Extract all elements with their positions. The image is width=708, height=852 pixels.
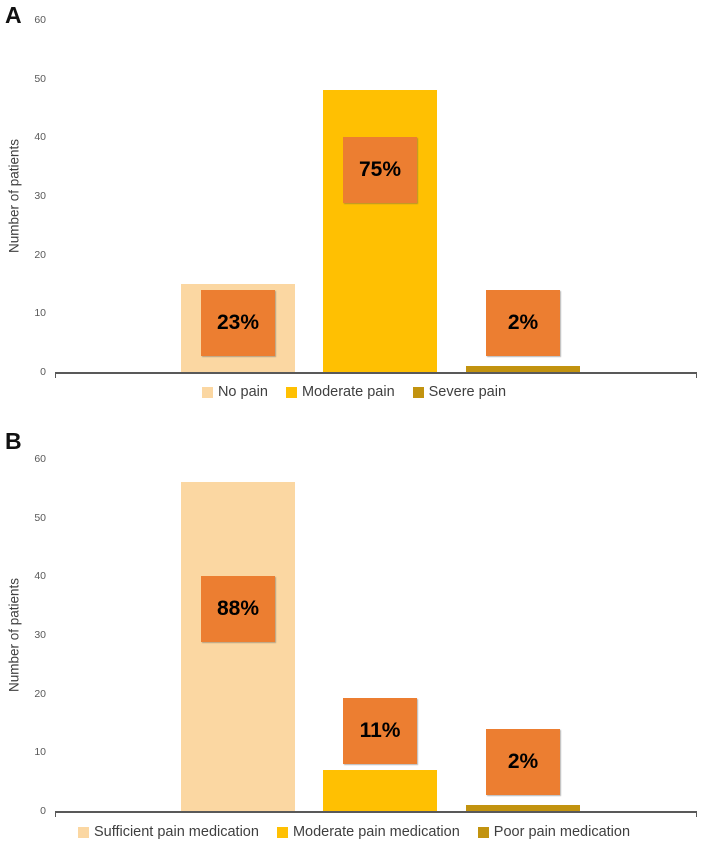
x-axis-line (55, 811, 697, 817)
y-tick-label-10: 10 (34, 746, 46, 759)
bar-moderate-pain (323, 90, 437, 372)
legend-item-moderate-pain: Moderate pain (285, 384, 395, 400)
legend-label-severe-pain: Severe pain (428, 384, 507, 400)
percent-label-moderate-pain-medication: 11% (343, 698, 417, 765)
legend-swatch-severe-pain (412, 386, 424, 398)
percent-label-severe-pain: 2% (486, 289, 560, 356)
legend-label-moderate-pain: Moderate pain (301, 384, 395, 400)
y-tick-label-30: 30 (34, 190, 46, 202)
legend-item-severe-pain: Severe pain (412, 384, 507, 400)
bar-moderate-pain-medication (323, 769, 437, 811)
legend-item-sufficient-pain-medication: Sufficient pain medication (77, 824, 259, 840)
y-tick-label-60: 60 (34, 14, 46, 26)
y-tick-label-50: 50 (34, 72, 46, 85)
panel-a-letter: A (5, 2, 22, 28)
panel-a: A Number of patients 0 10 20 30 40 50 60 23% 75%… (0, 2, 708, 400)
percent-label-no-pain: 23% (201, 289, 275, 356)
legend-label-no-pain: No pain (217, 384, 268, 400)
plot-area-a: 0 10 20 30 40 50 60 23% 75% 2% (34, 14, 697, 378)
x-axis-line (55, 372, 697, 378)
legend-swatch-sufficient-pain-medication (77, 826, 89, 838)
legend-swatch-moderate-pain-medication (276, 826, 288, 838)
y-tick-label-60: 60 (34, 453, 46, 465)
y-tick-label-50: 50 (34, 511, 46, 524)
percent-label-sufficient-pain-medication: 88% (201, 575, 275, 642)
panel-b: B Number of patients 0 10 20 30 40 50 60 88% 11%… (0, 426, 708, 852)
y-tick-label-30: 30 (34, 629, 46, 641)
legend-swatch-moderate-pain (285, 386, 297, 398)
percent-label-poor-pain-medication: 2% (486, 729, 560, 796)
legend-item-moderate-pain-medication: Moderate pain medication (276, 824, 460, 840)
legend-swatch-poor-pain-medication (477, 826, 489, 838)
legend-a: No pain Moderate pain Severe pain (0, 384, 708, 400)
legend-label-moderate-pain-medication: Moderate pain medication (292, 824, 460, 840)
y-tick-label-0: 0 (40, 805, 46, 817)
y-tick-label-0: 0 (40, 366, 46, 378)
percent-label-moderate-pain: 75% (343, 136, 417, 203)
legend-label-poor-pain-medication: Poor pain medication (493, 824, 631, 840)
y-tick-label-20: 20 (34, 687, 46, 700)
y-tick-label-10: 10 (34, 307, 46, 320)
y-tick-label-40: 40 (34, 570, 46, 583)
legend-b: Sufficient pain medication Moderate pain … (0, 824, 708, 840)
panel-b-letter: B (5, 428, 22, 454)
legend-item-no-pain: No pain (201, 384, 268, 400)
legend-label-sufficient-pain-medication: Sufficient pain medication (93, 824, 259, 840)
legend-swatch-no-pain (201, 386, 213, 398)
plot-area-b: 0 10 20 30 40 50 60 88% 11% 2% (34, 453, 697, 817)
bar-poor-pain-medication (466, 805, 580, 811)
y-tick-label-20: 20 (34, 248, 46, 261)
y-tick-label-40: 40 (34, 131, 46, 144)
legend-item-poor-pain-medication: Poor pain medication (477, 824, 631, 840)
bar-sufficient-pain-medication (181, 482, 295, 811)
bar-severe-pain (466, 366, 580, 372)
